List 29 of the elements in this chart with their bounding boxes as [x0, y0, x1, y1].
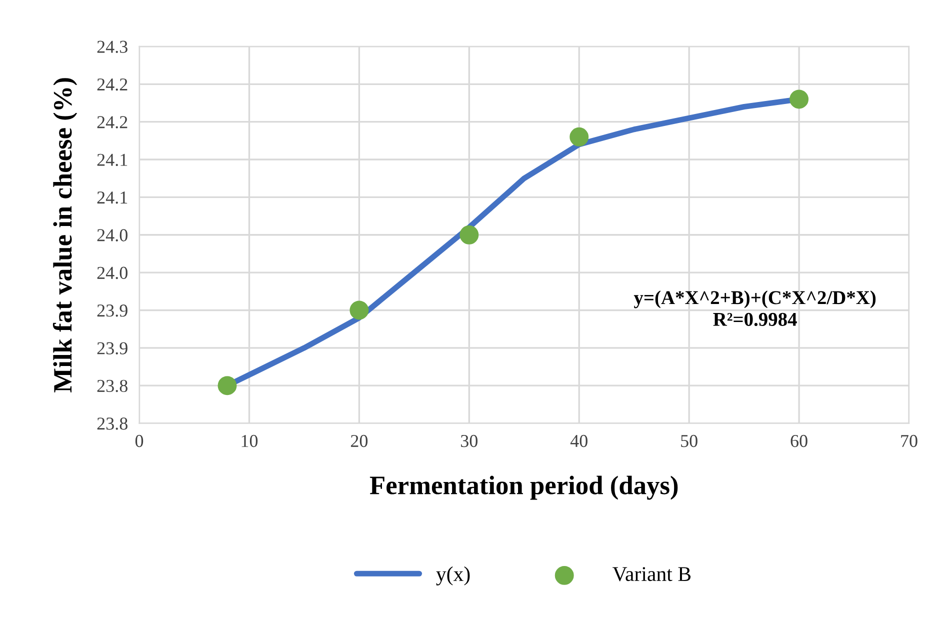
x-tick-label: 40	[570, 434, 588, 448]
x-tick-label: 50	[681, 434, 698, 448]
y-tick-label: 24.0	[97, 266, 128, 280]
point	[350, 300, 369, 320]
x-tick-label: 0	[135, 434, 144, 448]
point	[570, 127, 589, 146]
x-tick-label: 30	[460, 434, 478, 448]
y-tick-label: 23.8	[97, 380, 128, 392]
x-tick-label: 10	[242, 434, 258, 448]
y-tick-label: 24.2	[97, 116, 128, 128]
legend-label: Variant B	[612, 567, 691, 582]
legend-label: y(x)	[436, 566, 470, 586]
y-tick-label: 23.9	[97, 304, 128, 317]
y-tick-label: 24.1	[97, 192, 128, 204]
x-tick-label: 20	[350, 434, 368, 448]
y-tick-label: 24.3	[97, 40, 128, 53]
point	[790, 90, 809, 109]
x-tick-label: 70	[901, 434, 918, 448]
annotation: y=(A*X^2+B)+(C*X^2/D*X) R²=0.9984	[634, 290, 876, 326]
y-tick-label: 23.9	[97, 342, 128, 354]
y-tick-label: 23.8	[97, 418, 128, 430]
x-axis-title: Fermentation period (days)	[370, 476, 678, 500]
x-tick-label: 60	[790, 434, 808, 448]
point	[218, 376, 237, 396]
y-tick-label: 24.2	[97, 78, 128, 91]
y-axis-title: Milk fat value in cheese (%)	[52, 78, 78, 392]
point	[460, 225, 479, 244]
y-tick-label: 24.1	[97, 154, 128, 166]
y-tick-label: 24.0	[97, 229, 128, 242]
